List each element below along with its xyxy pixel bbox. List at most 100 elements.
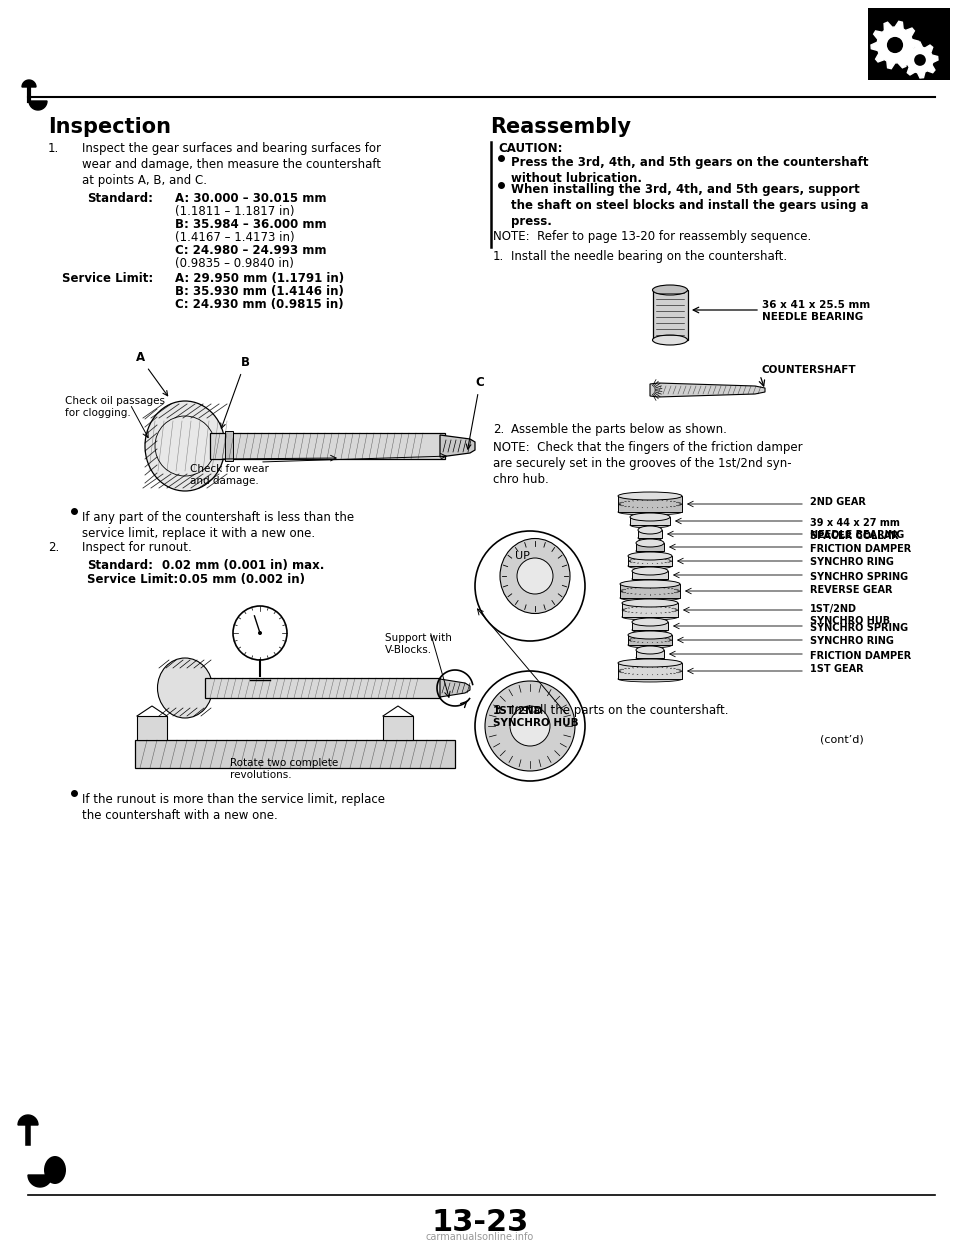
Ellipse shape xyxy=(653,335,687,345)
Text: COUNTERSHAFT: COUNTERSHAFT xyxy=(762,365,856,375)
Text: Inspect for runout.: Inspect for runout. xyxy=(82,542,192,554)
Text: UP: UP xyxy=(515,551,530,561)
Text: C: 24.930 mm (0.9815 in): C: 24.930 mm (0.9815 in) xyxy=(175,298,344,310)
Ellipse shape xyxy=(638,535,662,542)
Text: A: 29.950 mm (1.1791 in): A: 29.950 mm (1.1791 in) xyxy=(175,272,344,284)
Text: (1.4167 – 1.4173 in): (1.4167 – 1.4173 in) xyxy=(175,231,295,243)
Text: FRICTION DAMPER: FRICTION DAMPER xyxy=(810,544,911,554)
Ellipse shape xyxy=(500,539,570,614)
Text: Install the needle bearing on the countershaft.: Install the needle bearing on the counte… xyxy=(511,250,787,263)
Text: (1.1811 – 1.1817 in): (1.1811 – 1.1817 in) xyxy=(175,205,295,219)
FancyBboxPatch shape xyxy=(622,604,678,617)
Text: 1.: 1. xyxy=(48,142,60,155)
Ellipse shape xyxy=(157,658,212,718)
Ellipse shape xyxy=(632,576,668,582)
Text: B: 35.930 mm (1.4146 in): B: 35.930 mm (1.4146 in) xyxy=(175,284,344,298)
Ellipse shape xyxy=(628,642,672,648)
Ellipse shape xyxy=(638,527,662,534)
Text: B: 35.984 – 36.000 mm: B: 35.984 – 36.000 mm xyxy=(175,219,326,231)
Text: C: 24.980 – 24.993 mm: C: 24.980 – 24.993 mm xyxy=(175,243,326,257)
Text: B: B xyxy=(221,356,250,428)
FancyBboxPatch shape xyxy=(636,543,664,551)
Text: REVERSE GEAR: REVERSE GEAR xyxy=(810,585,893,595)
Text: 36 x 41 x 25.5 mm
NEEDLE BEARING: 36 x 41 x 25.5 mm NEEDLE BEARING xyxy=(762,301,871,323)
FancyBboxPatch shape xyxy=(628,556,672,566)
Ellipse shape xyxy=(632,619,668,626)
FancyBboxPatch shape xyxy=(653,289,688,340)
Circle shape xyxy=(258,631,262,635)
Text: SYNCHRO RING: SYNCHRO RING xyxy=(810,636,894,646)
Polygon shape xyxy=(383,715,413,740)
Polygon shape xyxy=(902,42,938,78)
Ellipse shape xyxy=(628,563,672,569)
Ellipse shape xyxy=(485,681,575,771)
Text: 13-23: 13-23 xyxy=(431,1208,529,1237)
Circle shape xyxy=(233,606,287,660)
Text: (0.9835 – 0.9840 in): (0.9835 – 0.9840 in) xyxy=(175,257,294,270)
FancyBboxPatch shape xyxy=(868,7,950,79)
Ellipse shape xyxy=(636,655,664,661)
FancyBboxPatch shape xyxy=(205,678,440,698)
Ellipse shape xyxy=(653,284,687,296)
FancyBboxPatch shape xyxy=(135,740,455,768)
Text: SYNCHRO SPRING: SYNCHRO SPRING xyxy=(810,573,908,582)
Circle shape xyxy=(914,55,925,66)
Text: 1ST GEAR: 1ST GEAR xyxy=(810,664,864,674)
Polygon shape xyxy=(137,715,167,740)
FancyBboxPatch shape xyxy=(618,496,682,512)
Text: Inspection: Inspection xyxy=(48,117,171,137)
Text: NOTE:  Check that the fingers of the friction damper
are securely set in the gro: NOTE: Check that the fingers of the fric… xyxy=(493,441,803,486)
Text: (cont’d): (cont’d) xyxy=(820,734,864,744)
Polygon shape xyxy=(18,1115,38,1125)
Polygon shape xyxy=(440,679,470,697)
FancyBboxPatch shape xyxy=(628,635,672,645)
Text: Install the parts on the countershaft.: Install the parts on the countershaft. xyxy=(511,704,729,717)
Ellipse shape xyxy=(636,548,664,554)
Ellipse shape xyxy=(618,660,682,667)
Text: Press the 3rd, 4th, and 5th gears on the countershaft
without lubrication.: Press the 3rd, 4th, and 5th gears on the… xyxy=(511,156,869,185)
Ellipse shape xyxy=(630,513,670,520)
Text: 0.02 mm (0.001 in) max.: 0.02 mm (0.001 in) max. xyxy=(162,559,324,573)
Ellipse shape xyxy=(618,676,682,682)
Text: 1.: 1. xyxy=(493,250,504,263)
Ellipse shape xyxy=(620,580,680,587)
Ellipse shape xyxy=(632,627,668,633)
Ellipse shape xyxy=(636,539,664,546)
Text: Check for wear
and damage.: Check for wear and damage. xyxy=(190,465,269,487)
Text: Service Limit:: Service Limit: xyxy=(62,272,154,284)
Text: Standard:: Standard: xyxy=(87,559,153,573)
Text: If the runout is more than the service limit, replace
the countershaft with a ne: If the runout is more than the service l… xyxy=(82,792,385,822)
Circle shape xyxy=(475,532,585,641)
Text: Support with
V-Blocks.: Support with V-Blocks. xyxy=(385,633,452,656)
Text: C: C xyxy=(467,376,485,450)
Text: 2.: 2. xyxy=(493,424,504,436)
FancyBboxPatch shape xyxy=(225,431,233,461)
Text: Check oil passages
for clogging.: Check oil passages for clogging. xyxy=(65,396,165,419)
Ellipse shape xyxy=(622,599,678,607)
FancyBboxPatch shape xyxy=(636,650,664,658)
Ellipse shape xyxy=(636,646,664,655)
FancyBboxPatch shape xyxy=(638,530,662,538)
Text: A: 30.000 – 30.015 mm: A: 30.000 – 30.015 mm xyxy=(175,193,326,205)
Circle shape xyxy=(517,558,553,594)
FancyBboxPatch shape xyxy=(618,663,682,679)
Ellipse shape xyxy=(632,568,668,575)
Circle shape xyxy=(887,37,903,53)
Text: Service Limit:: Service Limit: xyxy=(87,573,179,586)
Text: 2ND GEAR: 2ND GEAR xyxy=(810,497,866,507)
Ellipse shape xyxy=(618,509,682,515)
Text: 2.: 2. xyxy=(48,542,60,554)
Text: 1ST/2ND
SYNCHRO HUB: 1ST/2ND SYNCHRO HUB xyxy=(493,705,579,728)
Text: SPACER COLLAR: SPACER COLLAR xyxy=(810,532,899,542)
Text: A: A xyxy=(135,351,168,396)
FancyBboxPatch shape xyxy=(630,517,670,525)
Ellipse shape xyxy=(618,492,682,501)
Polygon shape xyxy=(440,435,475,457)
Polygon shape xyxy=(28,1175,52,1187)
Ellipse shape xyxy=(44,1156,66,1184)
Ellipse shape xyxy=(630,522,670,528)
Ellipse shape xyxy=(628,631,672,638)
Text: SYNCHRO RING: SYNCHRO RING xyxy=(810,556,894,568)
FancyBboxPatch shape xyxy=(632,622,668,630)
Polygon shape xyxy=(29,101,47,111)
